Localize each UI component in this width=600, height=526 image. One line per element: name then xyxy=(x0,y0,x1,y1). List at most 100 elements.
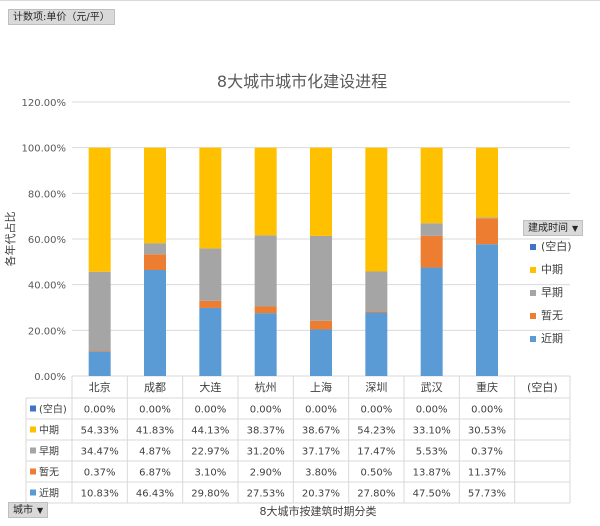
bar-segment xyxy=(310,320,332,330)
table-series-name: 早期 xyxy=(39,446,59,458)
x-tick-label: (空白) xyxy=(527,380,558,394)
row-field-label: 城市 xyxy=(13,505,33,516)
legend-item: (空白) xyxy=(530,240,572,254)
bar-segment xyxy=(365,312,388,376)
x-tick-label: 深圳 xyxy=(365,381,387,394)
bar-segment xyxy=(310,235,332,321)
data-label: 4.87% xyxy=(139,447,171,458)
data-label: 0.00% xyxy=(471,405,503,416)
bar-segment xyxy=(476,218,498,245)
x-tick-label: 大连 xyxy=(199,380,221,394)
data-label: 30.53% xyxy=(468,426,506,437)
data-label: 54.23% xyxy=(357,426,395,437)
table-series-swatch xyxy=(30,468,36,475)
data-label: 29.80% xyxy=(191,489,229,500)
data-label: 47.50% xyxy=(413,489,451,500)
data-label: 0.50% xyxy=(360,468,392,479)
legend-label: 早期 xyxy=(541,286,563,299)
bar-segment xyxy=(199,248,222,301)
data-label: 13.87% xyxy=(413,468,451,479)
legend-item: 近期 xyxy=(530,332,563,346)
data-label: 3.80% xyxy=(305,468,337,479)
y-tick-label: 40.00% xyxy=(28,281,66,292)
table-series-name: 近期 xyxy=(39,487,59,500)
data-label: 5.53% xyxy=(416,447,448,458)
bar-segment xyxy=(365,271,388,312)
data-label: 34.47% xyxy=(81,447,119,458)
data-label: 2.90% xyxy=(250,468,282,479)
legend-field-filter-button[interactable]: 建成时间 ▼ xyxy=(523,220,584,236)
bar-segment xyxy=(254,147,277,236)
data-label: 38.67% xyxy=(302,426,340,437)
legend-swatch xyxy=(530,336,536,342)
bar-segment xyxy=(199,307,222,376)
y-axis-label: 各年代占比 xyxy=(3,212,17,267)
data-label: 17.47% xyxy=(357,447,395,458)
table-series-swatch xyxy=(30,489,36,496)
data-label: 38.37% xyxy=(247,426,285,437)
legend-field-label: 建成时间 xyxy=(528,223,568,234)
bar-segment xyxy=(420,147,443,224)
data-label: 3.10% xyxy=(194,468,226,479)
data-label: 22.97% xyxy=(191,447,229,458)
bar-segment xyxy=(310,329,332,376)
legend-label: 暂无 xyxy=(541,309,563,322)
bar-segment xyxy=(476,147,498,218)
pivot-value-field-button[interactable]: 计数项:单价（元/平） xyxy=(8,9,115,25)
data-label: 0.00% xyxy=(305,405,337,416)
legend-item: 暂无 xyxy=(530,309,563,323)
x-tick-label: 成都 xyxy=(144,381,166,394)
x-tick-label: 武汉 xyxy=(421,381,443,394)
data-label: 0.37% xyxy=(471,447,503,458)
data-label: 6.87% xyxy=(139,468,171,479)
bar-segment xyxy=(199,147,222,249)
data-label: 20.37% xyxy=(302,489,340,500)
legend-swatch xyxy=(530,267,536,273)
y-tick-label: 120.00% xyxy=(22,98,67,109)
y-tick-label: 60.00% xyxy=(28,235,66,246)
bar-segment xyxy=(144,254,166,270)
legend-item: 早期 xyxy=(530,286,563,300)
data-label: 44.13% xyxy=(191,426,229,437)
data-label: 41.83% xyxy=(136,426,174,437)
bar-segment xyxy=(365,147,388,272)
y-tick-label: 0.00% xyxy=(34,372,66,383)
bar-segment xyxy=(88,271,111,351)
bar-segment xyxy=(144,269,166,376)
x-tick-label: 北京 xyxy=(89,380,111,394)
bar-segment xyxy=(420,223,443,236)
data-label: 27.53% xyxy=(247,489,285,500)
pivot-value-field-label: 计数项:单价（元/平） xyxy=(13,12,110,23)
legend-swatch xyxy=(530,313,536,319)
legend-swatch xyxy=(530,244,536,250)
data-label: 57.73% xyxy=(468,489,506,500)
bar-segment xyxy=(144,243,166,255)
data-label: 0.00% xyxy=(360,405,392,416)
table-series-swatch xyxy=(30,426,36,433)
data-label: 0.00% xyxy=(139,405,171,416)
row-field-filter-button[interactable]: 城市 ▼ xyxy=(8,502,49,518)
table-series-swatch xyxy=(30,447,36,454)
data-label: 31.20% xyxy=(247,447,285,458)
legend-swatch xyxy=(530,290,536,296)
y-tick-label: 100.00% xyxy=(22,144,67,155)
y-tick-label: 80.00% xyxy=(28,189,66,200)
data-label: 37.17% xyxy=(302,447,340,458)
data-label: 10.83% xyxy=(81,489,119,500)
top-border xyxy=(0,0,600,1)
table-series-name: 暂无 xyxy=(39,467,59,479)
table-series-name: (空白) xyxy=(39,403,67,416)
data-label: 0.00% xyxy=(194,405,226,416)
bar-segment xyxy=(144,147,166,244)
bar-segment xyxy=(310,147,332,236)
bar-segment xyxy=(420,235,443,268)
legend-item: 中期 xyxy=(530,263,563,277)
bar-segment xyxy=(254,313,277,376)
bar-segment xyxy=(254,306,277,314)
chart-title: 8大城市城市化建设进程 xyxy=(217,72,387,91)
legend-label: 近期 xyxy=(541,332,563,345)
x-tick-label: 杭州 xyxy=(255,380,277,394)
bar-segment xyxy=(88,350,111,352)
table-series-swatch xyxy=(30,405,36,412)
data-label: 46.43% xyxy=(136,489,174,500)
